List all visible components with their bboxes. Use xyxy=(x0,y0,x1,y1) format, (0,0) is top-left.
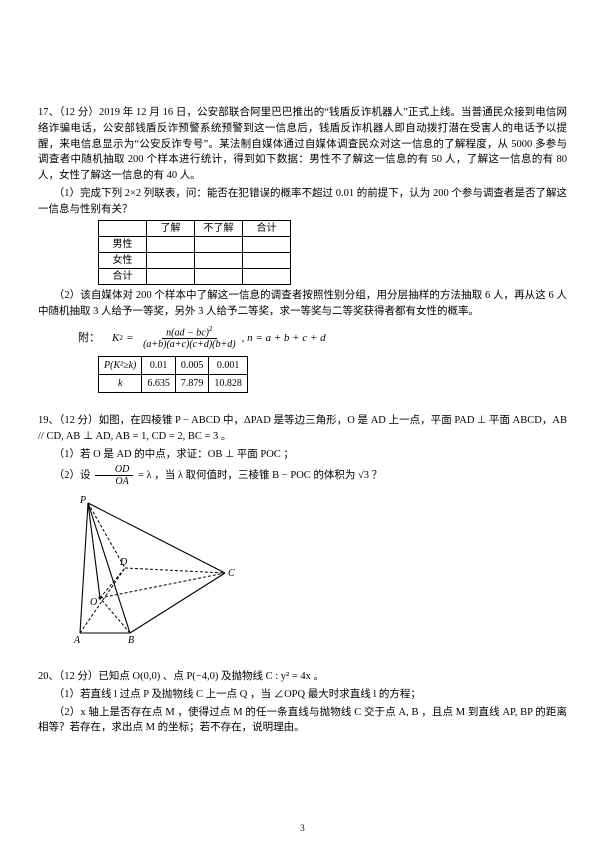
table-row: 合计 xyxy=(99,269,291,285)
q20-head: 20、（12 分）已知点 O(0,0) 、点 P(−4,0) 及抛物线 C : … xyxy=(38,669,567,685)
point-O xyxy=(99,597,102,600)
table-row: 男性 xyxy=(99,237,291,253)
cell: 男性 xyxy=(99,237,147,253)
label-B: B xyxy=(128,635,134,643)
edge-BO xyxy=(100,598,130,633)
cell: 6.635 xyxy=(142,375,176,393)
cell: 7.879 xyxy=(175,375,209,393)
edge-BC xyxy=(130,573,225,633)
q17-block: 17、（12 分）2019 年 12 月 16 日，公安部联合阿里巴巴推出的“钱… xyxy=(38,105,567,393)
cell: 0.001 xyxy=(209,357,248,375)
table-row: P(K²≥k) 0.01 0.005 0.001 xyxy=(99,357,248,375)
label-C: C xyxy=(228,568,235,579)
q19-figure: P A B C D O xyxy=(70,493,567,649)
q19-p1: （1）若 O 是 AD 的中点，求证：OB ⊥ 平面 POC ； xyxy=(38,447,567,463)
pk-table: P(K²≥k) 0.01 0.005 0.001 k 6.635 7.879 1… xyxy=(98,356,248,393)
q20-p1: （1）若直线 l 过点 P 及抛物线 C 上一点 Q ，当 ∠OPQ 最大时求直… xyxy=(38,687,567,703)
label-P: P xyxy=(79,495,86,506)
table-row: 了解 不了解 合计 xyxy=(99,221,291,237)
page-number: 3 xyxy=(300,822,305,836)
cell: k xyxy=(99,375,142,393)
q17-formula: 附： K2 = n(ad − bc)2 (a+b)(a+c)(c+d)(b+d)… xyxy=(78,326,567,350)
equals: = xyxy=(127,330,133,347)
sup-2: 2 xyxy=(119,333,123,344)
q20-block: 20、（12 分）已知点 O(0,0) 、点 P(−4,0) 及抛物线 C : … xyxy=(38,669,567,736)
formula-num: n(ad − bc) xyxy=(166,327,209,338)
cell: 0.005 xyxy=(175,357,209,375)
label-A: A xyxy=(73,635,81,643)
cell: 合计 xyxy=(243,221,291,237)
formula-den: (a+b)(a+c)(c+d)(b+d) xyxy=(139,339,240,350)
q19-fraction: OD OA xyxy=(95,464,133,487)
q19-p2: （2）设 OD OA = λ ，当 λ 取何值时，三棱锥 B − POC 的体积… xyxy=(38,464,567,487)
label-D: D xyxy=(119,557,128,568)
q20-p2: （2）x 轴上是否存在点 M ，使得过点 M 的任一条直线与抛物线 C 交于点 … xyxy=(38,705,567,737)
edge-PO xyxy=(88,503,100,598)
edge-PB xyxy=(88,503,130,633)
table-row: k 6.635 7.879 10.828 xyxy=(99,375,248,393)
q19-block: 19、（12 分）如图，在四棱锥 P − ABCD 中，ΔPAD 是等边三角形，… xyxy=(38,413,567,649)
cell xyxy=(99,221,147,237)
q19-p2b: = λ ，当 λ 取何值时，三棱锥 B − POC 的体积为 √3 ？ xyxy=(138,470,382,481)
formula-K: K xyxy=(112,330,119,347)
q19-head: 19、（12 分）如图，在四棱锥 P − ABCD 中，ΔPAD 是等边三角形，… xyxy=(38,413,567,445)
formula-fraction: n(ad − bc)2 (a+b)(a+c)(c+d)(b+d) xyxy=(139,326,240,350)
edge-PA xyxy=(80,503,88,633)
edge-PC xyxy=(88,503,225,573)
cell: 女性 xyxy=(99,253,147,269)
pyramid-svg: P A B C D O xyxy=(70,493,240,643)
edge-DC xyxy=(125,568,225,573)
q19-p2a: （2）设 xyxy=(54,470,91,481)
table-row: 女性 xyxy=(99,253,291,269)
cell: 10.828 xyxy=(209,375,248,393)
q17-head: 17、（12 分）2019 年 12 月 16 日，公安部联合阿里巴巴推出的“钱… xyxy=(38,105,567,184)
label-O: O xyxy=(90,597,97,608)
cell: P(K²≥k) xyxy=(99,357,142,375)
cell: 合计 xyxy=(99,269,147,285)
frac-den: OA xyxy=(96,476,133,487)
frac-num: OD xyxy=(95,464,133,476)
cell: 不了解 xyxy=(195,221,243,237)
cell: 0.01 xyxy=(142,357,176,375)
contingency-table: 了解 不了解 合计 男性 女性 合计 xyxy=(98,220,291,285)
cell: 了解 xyxy=(147,221,195,237)
q17-p2: （2）该自媒体对 200 个样本中了解这一信息的调查者按照性别分组，用分层抽样的… xyxy=(38,288,567,320)
attach-label: 附： xyxy=(78,330,100,347)
edge-OC xyxy=(100,573,225,598)
q17-p1: （1）完成下列 2×2 列联表，问：能否在犯错误的概率不超过 0.01 的前提下… xyxy=(38,186,567,218)
formula-right: , n = a + b + c + d xyxy=(242,330,326,347)
